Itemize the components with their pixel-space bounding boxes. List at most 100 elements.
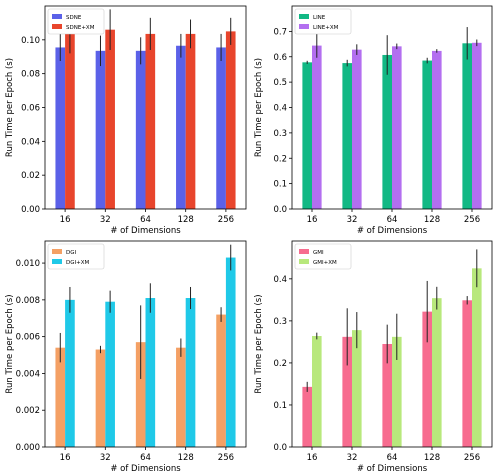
bar-dgi-16 bbox=[55, 347, 66, 447]
bar-line-xm-64 bbox=[392, 46, 402, 209]
bar-gmi-32 bbox=[342, 336, 352, 447]
y-axis-label: Run Time per Epoch (s) bbox=[254, 294, 264, 393]
y-tick-label: 0.3 bbox=[273, 317, 287, 327]
x-tick-label: 32 bbox=[100, 215, 111, 225]
chart-panel-3: 0.000 0.002 0.004 0.006 0.008 0.010 16 32 64 128 2… bbox=[5, 240, 247, 474]
bar-dgi-xm-128 bbox=[185, 298, 196, 447]
chart-panel-1: 0.00 0.02 0.04 0.06 0.08 0.10 16 32 64 128 256 # of… bbox=[5, 5, 247, 236]
bar-dgi-xm-256 bbox=[225, 257, 236, 447]
bar-line-64 bbox=[382, 54, 392, 209]
bar-line-128 bbox=[422, 60, 432, 210]
x-tick-label: 16 bbox=[60, 215, 71, 225]
legend: GMI GMI+XM bbox=[294, 243, 352, 270]
x-tick-label: 256 bbox=[218, 215, 234, 225]
legend-label-dgi-xm: DGI+XM bbox=[66, 260, 89, 266]
bar-sdne-xm-16 bbox=[65, 31, 75, 210]
bar-gmi-64 bbox=[382, 344, 392, 447]
bar-dgi-32 bbox=[95, 349, 106, 447]
y-tick-label: 0.08 bbox=[21, 70, 40, 80]
bar-gmi-xm-256 bbox=[472, 268, 482, 447]
y-tick-label: 0.04 bbox=[21, 137, 40, 147]
legend-swatch-sdne-xm bbox=[52, 24, 62, 29]
x-axis-label: # of Dimensions bbox=[110, 226, 181, 236]
bar-line-32 bbox=[342, 63, 352, 210]
legend-label-line-xm: LINE+XM bbox=[313, 25, 339, 31]
legend-swatch-gmi-xm bbox=[299, 259, 309, 264]
x-tick-label: 64 bbox=[387, 453, 398, 463]
bar-line-xm-16 bbox=[312, 45, 322, 210]
y-tick-label: 0.1 bbox=[273, 401, 287, 411]
x-tick-label: 128 bbox=[178, 215, 194, 225]
chart-panel-4: 0.0 0.1 0.2 0.3 0.4 16 32 64 128 256 # of Dimensio… bbox=[254, 240, 493, 474]
legend-label-sdne: SDNE bbox=[66, 15, 82, 21]
bar-dgi-64 bbox=[135, 342, 146, 447]
bar-sdne-64 bbox=[135, 50, 146, 209]
legend: LINE LINE+XM bbox=[294, 8, 352, 35]
bar-sdne-16 bbox=[55, 47, 66, 210]
y-tick-label: 0.6 bbox=[273, 53, 287, 63]
y-tick-label: 0.02 bbox=[21, 171, 40, 181]
x-tick-label: 16 bbox=[307, 215, 318, 225]
legend-label-sdne-xm: SDNE+XM bbox=[66, 25, 95, 31]
x-tick-label: 128 bbox=[424, 215, 440, 225]
y-tick-label: 0.1 bbox=[273, 180, 287, 190]
bar-sdne-32 bbox=[95, 50, 106, 209]
y-tick-label: 0.5 bbox=[273, 78, 287, 88]
bar-sdne-128 bbox=[176, 45, 186, 209]
x-axis-label: # of Dimensions bbox=[357, 464, 428, 474]
bar-dgi-128 bbox=[176, 347, 186, 447]
legend-label-gmi: GMI bbox=[313, 250, 324, 256]
y-tick-label: 0.0 bbox=[273, 205, 287, 215]
legend-swatch-line bbox=[299, 14, 309, 19]
x-tick-label: 256 bbox=[464, 215, 480, 225]
y-tick-label: 0.06 bbox=[21, 104, 40, 114]
x-tick-label: 16 bbox=[307, 453, 318, 463]
y-axis-label: Run Time per Epoch (s) bbox=[5, 294, 15, 393]
y-tick-label: 0.2 bbox=[273, 154, 287, 164]
bar-sdne-256 bbox=[216, 47, 226, 210]
x-tick-label: 32 bbox=[347, 215, 358, 225]
bar-line-xm-32 bbox=[352, 49, 362, 210]
bar-sdne-xm-256 bbox=[225, 31, 236, 210]
bar-dgi-xm-32 bbox=[105, 301, 115, 447]
x-tick-label: 64 bbox=[140, 453, 151, 463]
bar-dgi-xm-64 bbox=[145, 298, 156, 447]
chart-panel-2: 0.0 0.1 0.2 0.3 0.4 0.5 0.6 0.7 16 32 64 128 256 # of… bbox=[254, 5, 493, 236]
legend: SDNE SDNE+XM bbox=[47, 8, 105, 35]
legend-swatch-line-xm bbox=[299, 24, 309, 29]
y-tick-label: 0.006 bbox=[16, 333, 40, 343]
x-tick-label: 32 bbox=[100, 453, 111, 463]
bar-sdne-xm-128 bbox=[185, 33, 196, 209]
bar-dgi-256 bbox=[216, 314, 226, 447]
y-tick-label: 0.0 bbox=[273, 443, 287, 453]
x-tick-label: 128 bbox=[424, 453, 440, 463]
x-axis-label: # of Dimensions bbox=[357, 226, 428, 236]
y-tick-label: 0.004 bbox=[16, 369, 40, 379]
legend-label-dgi: DGI bbox=[66, 250, 76, 256]
y-tick-label: 0.3 bbox=[273, 129, 287, 139]
bar-gmi-256 bbox=[462, 300, 472, 447]
bar-gmi-xm-128 bbox=[432, 298, 442, 447]
bar-line-256 bbox=[462, 43, 472, 209]
x-axis-label: # of Dimensions bbox=[110, 464, 181, 474]
y-tick-label: 0.4 bbox=[273, 275, 287, 285]
y-tick-label: 0.2 bbox=[273, 359, 287, 369]
bar-gmi-xm-64 bbox=[392, 336, 402, 447]
legend-swatch-gmi bbox=[299, 249, 309, 254]
y-axis-label: Run Time per Epoch (s) bbox=[5, 58, 15, 157]
bar-line-16 bbox=[302, 62, 312, 209]
x-tick-label: 32 bbox=[347, 453, 358, 463]
x-tick-label: 64 bbox=[387, 215, 398, 225]
y-tick-label: 0.000 bbox=[16, 443, 40, 453]
legend-swatch-dgi-xm bbox=[52, 259, 62, 264]
y-tick-label: 0.4 bbox=[273, 104, 287, 114]
bar-line-xm-128 bbox=[432, 50, 442, 209]
bar-gmi-16 bbox=[302, 386, 312, 447]
x-tick-label: 256 bbox=[218, 453, 234, 463]
y-tick-label: 0.008 bbox=[16, 296, 40, 306]
y-tick-label: 0.00 bbox=[21, 205, 40, 215]
y-tick-label: 0.010 bbox=[16, 259, 40, 269]
bar-sdne-xm-64 bbox=[145, 33, 156, 209]
x-tick-label: 256 bbox=[464, 453, 480, 463]
